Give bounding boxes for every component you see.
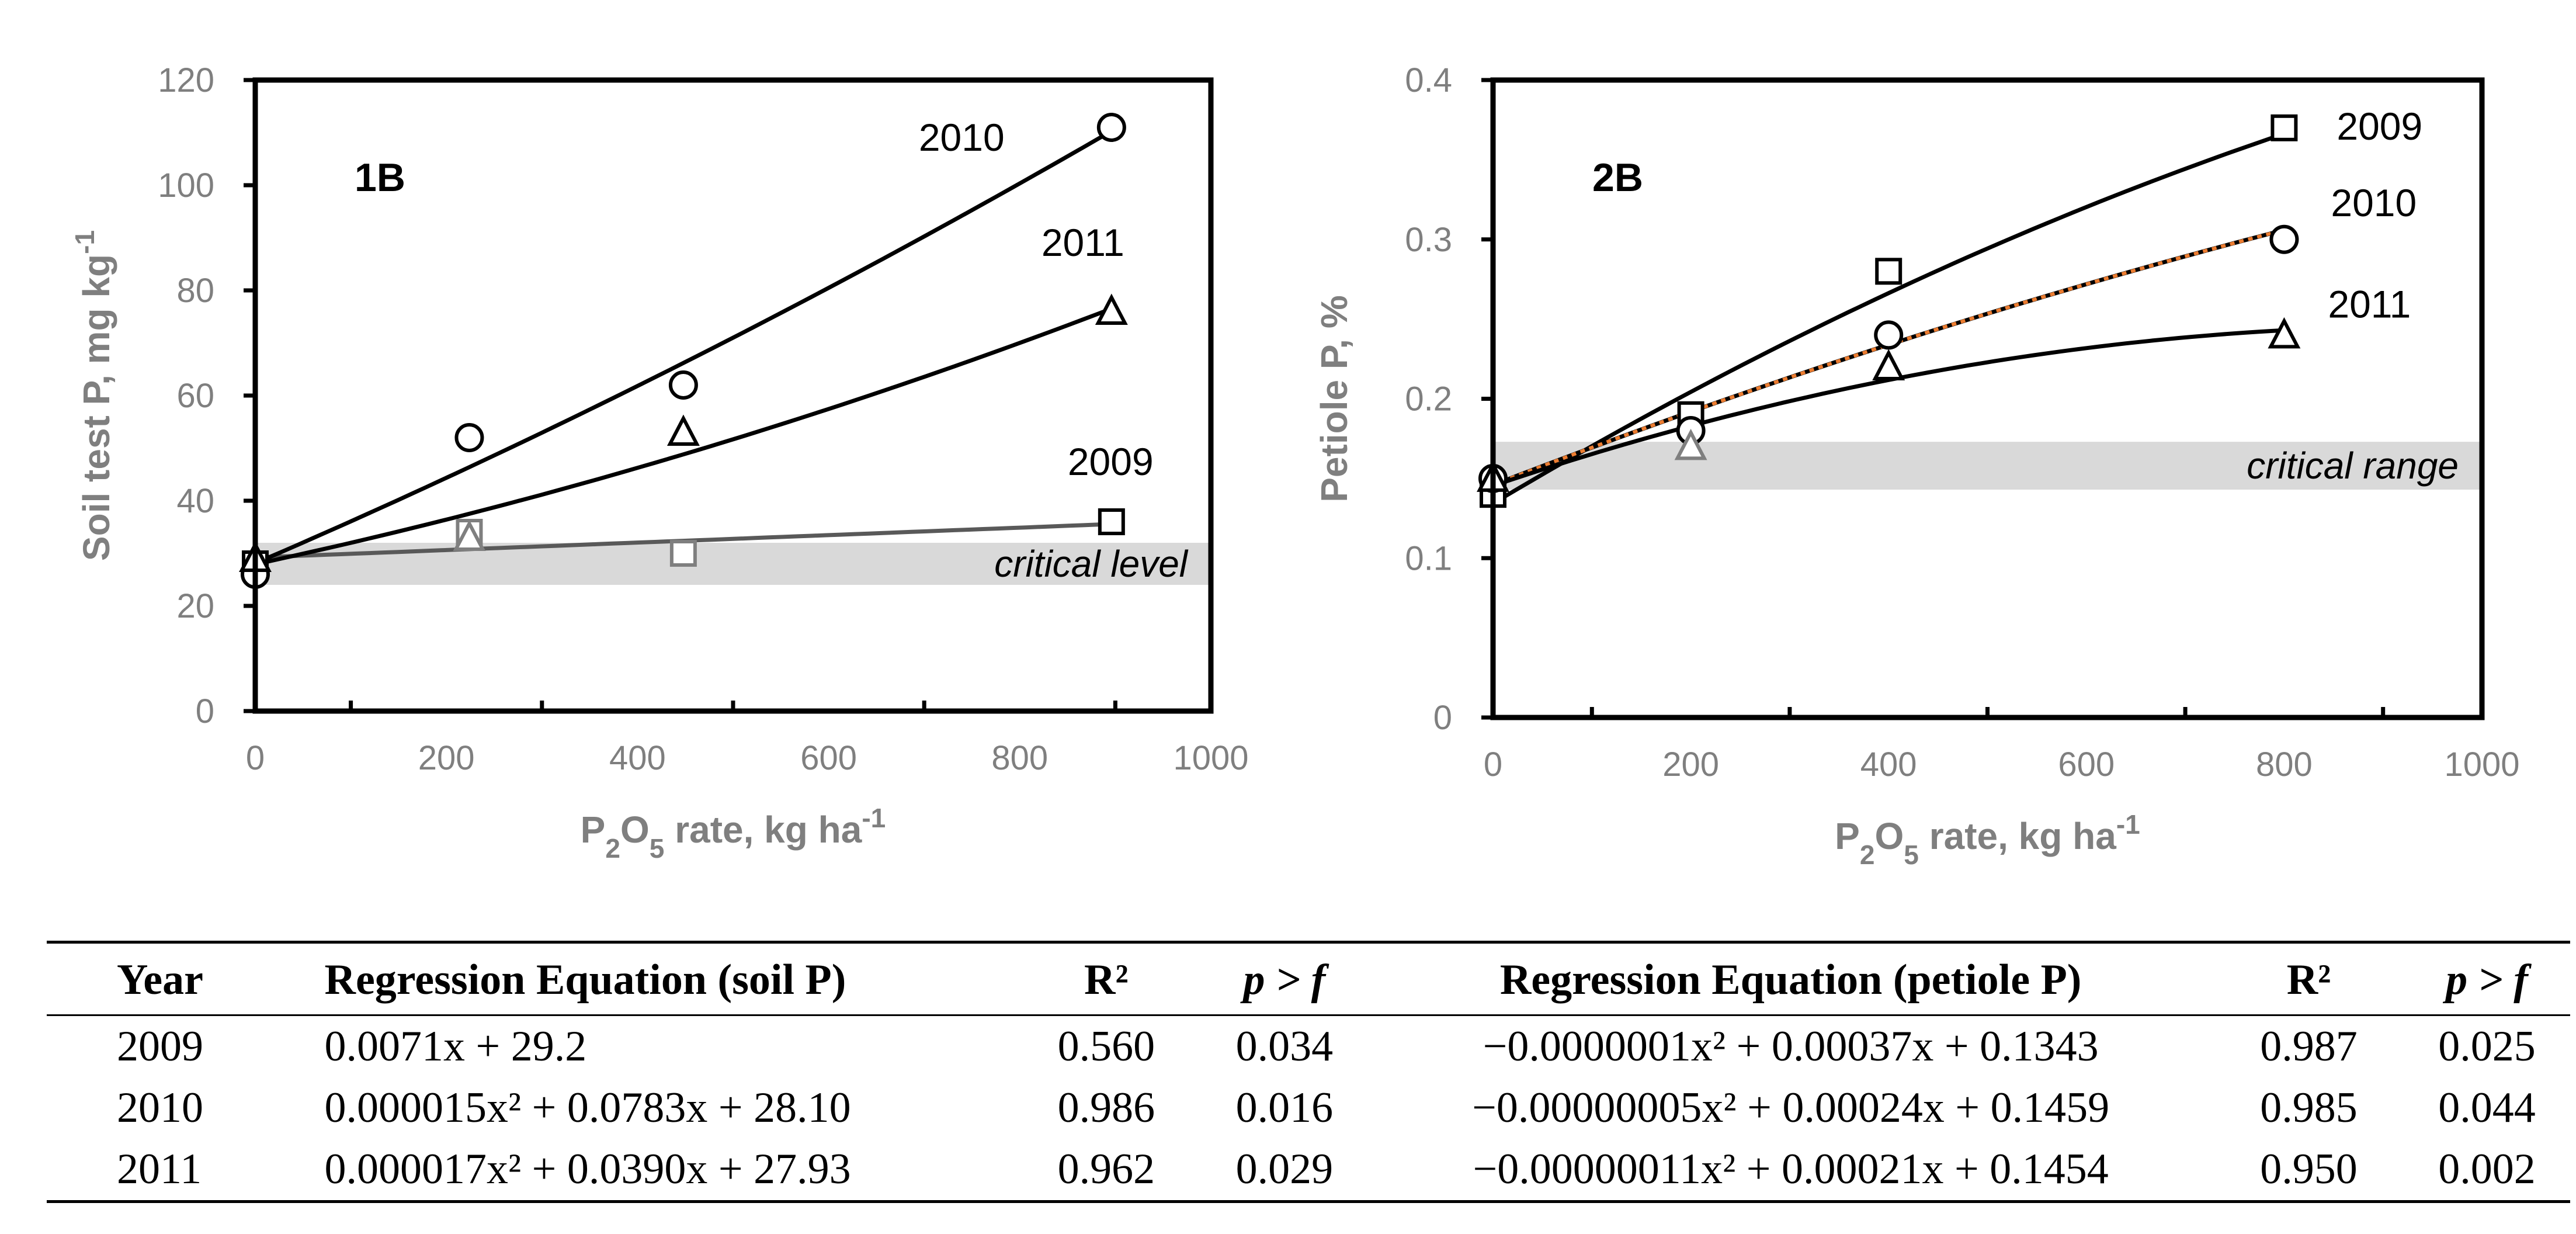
y-tick-label: 80: [176, 272, 214, 310]
header-soil-p: p > f: [1201, 941, 1368, 1016]
cell-soil-p: 0.034: [1235, 1022, 1334, 1070]
cell-soil-r2: 0.962: [1011, 1139, 1202, 1203]
y-tick-label: 0.4: [1405, 61, 1452, 99]
cell-petiole-equation: −0.0000001x² + 0.00037x + 0.1343: [1483, 1022, 2099, 1070]
series-2011-marker-triangle: [1674, 428, 1707, 460]
y-axis-title: Petiole P, %: [1313, 295, 1355, 502]
cell-year: 2010: [117, 1084, 203, 1132]
header-petiole-p-text: p > f: [2446, 956, 2528, 1004]
fit-line-2011: [255, 307, 1113, 567]
series-2010-marker-circle: [1096, 113, 1126, 142]
series-label-2010: 2010: [2331, 181, 2417, 224]
series-label-2009: 2009: [1068, 440, 1154, 483]
series-label-2009: 2009: [2337, 105, 2422, 148]
x-tick-label: 1000: [1173, 739, 1248, 777]
x-tick-label: 400: [609, 739, 666, 777]
header-petiole-r2: R²: [2214, 941, 2404, 1016]
y-tick-label: 0.3: [1405, 221, 1452, 259]
y-tick-label: 60: [176, 377, 214, 415]
y-tick-label: 0: [1433, 699, 1452, 737]
cell-petiole-r2: 0.950: [2214, 1139, 2404, 1203]
table-row: 2010 0.000015x² + 0.0783x + 28.10 0.986 …: [47, 1077, 2570, 1139]
series-2010-marker-circle: [1874, 320, 1904, 350]
x-tick-label: 400: [1860, 746, 1917, 784]
x-tick-label: 800: [991, 739, 1048, 777]
cell-petiole-r2: 0.985: [2260, 1084, 2358, 1132]
critical-band-label: critical level: [994, 543, 1189, 585]
y-tick-label: 0.1: [1405, 539, 1452, 577]
cell-soil-equation: 0.000015x² + 0.0783x + 28.10: [324, 1084, 851, 1132]
cell-soil-r2: 0.986: [1057, 1084, 1155, 1132]
y-tick-label: 0: [196, 692, 214, 730]
cell-petiole-p: 0.025: [2438, 1022, 2536, 1070]
series-2010-marker-circle: [2269, 224, 2299, 254]
cell-petiole-p: 0.044: [2438, 1084, 2536, 1132]
y-tick-label: 0.2: [1405, 380, 1452, 418]
cell-petiole-equation: −0.00000005x² + 0.00024x + 0.1459: [1472, 1084, 2110, 1132]
cell-soil-equation: 0.0071x + 29.2: [324, 1022, 587, 1070]
series-2010-marker-circle: [454, 423, 484, 452]
x-axis-title: P2O5 rate, kg ha-1: [581, 803, 886, 864]
table-row: 2009 0.0071x + 29.2 0.560 0.034 −0.00000…: [47, 1015, 2570, 1078]
cell-soil-p: 0.029: [1201, 1139, 1368, 1203]
cell-soil-r2: 0.560: [1057, 1022, 1155, 1070]
cell-soil-p: 0.016: [1235, 1084, 1334, 1132]
series-2011-marker-triangle: [453, 519, 486, 551]
x-axis-title: P2O5 rate, kg ha-1: [1835, 809, 2140, 870]
series-2010-marker-circle: [668, 370, 698, 400]
fit-line-2010-dotted: [1492, 228, 2285, 487]
series-label-2011: 2011: [2328, 282, 2411, 325]
series-2011-marker-triangle: [1872, 349, 1905, 380]
table-row: 2011 0.000017x² + 0.0390x + 27.93 0.962 …: [47, 1139, 2570, 1203]
header-petiole-equation: Regression Equation (petiole P): [1367, 941, 2214, 1016]
y-tick-label: 20: [176, 587, 214, 625]
panel-label: 1B: [355, 155, 405, 200]
x-tick-label: 800: [2256, 746, 2313, 784]
series-2009-marker-square: [1875, 258, 1903, 285]
series-2009-marker-square: [669, 540, 697, 567]
table-header-row: Year Regression Equation (soil P) R² p >…: [47, 941, 2570, 1016]
x-tick-label: 1000: [2444, 746, 2519, 784]
series-2011-marker-triangle: [666, 414, 700, 446]
plot-area: [255, 80, 1211, 711]
regression-table: Year Regression Equation (soil P) R² p >…: [47, 941, 2570, 1203]
cell-soil-equation: 0.000017x² + 0.0390x + 27.93: [317, 1139, 1012, 1203]
y-tick-label: 120: [158, 61, 214, 99]
panel-label: 2B: [1592, 155, 1643, 200]
fit-line-2010: [254, 129, 1113, 566]
cell-petiole-p: 0.002: [2404, 1139, 2570, 1203]
cell-petiole-r2: 0.987: [2260, 1022, 2358, 1070]
header-year: Year: [47, 941, 318, 1016]
chart-petiole-p: critical range 2009 2010 2011 2B 0 200 400 600 80…: [1313, 61, 2520, 870]
x-tick-label: 600: [2058, 746, 2115, 784]
x-tick-label: 0: [1484, 746, 1502, 784]
plot-area: [1493, 80, 2482, 717]
series-2009-marker-square: [2271, 114, 2298, 141]
critical-band: [1493, 442, 2482, 490]
header-petiole-p: p > f: [2404, 941, 2570, 1016]
series-label-2011: 2011: [1041, 221, 1124, 264]
series-2009-marker-square: [1098, 508, 1125, 535]
x-tick-label: 0: [246, 739, 265, 777]
y-tick-label: 40: [176, 482, 214, 520]
series-2011-marker-triangle: [1095, 293, 1128, 325]
critical-band-label: critical range: [2247, 445, 2459, 487]
header-soil-r2: R²: [1011, 941, 1202, 1016]
fit-line-2009: [1492, 131, 2285, 505]
cell-petiole-equation: −0.00000011x² + 0.00021x + 0.1454: [1367, 1139, 2214, 1203]
y-tick-label: 100: [158, 167, 214, 204]
series-label-2010: 2010: [919, 116, 1005, 159]
header-soil-p-text: p > f: [1243, 956, 1326, 1004]
x-tick-label: 200: [1662, 746, 1719, 784]
cell-year: 2011: [47, 1139, 318, 1203]
y-axis-title: Soil test P, mg kg-1: [70, 230, 117, 561]
cell-year: 2009: [117, 1022, 203, 1070]
x-tick-label: 200: [418, 739, 475, 777]
series-2011-marker-triangle: [2268, 317, 2301, 349]
header-soil-equation: Regression Equation (soil P): [317, 941, 1012, 1016]
x-tick-label: 600: [800, 739, 857, 777]
